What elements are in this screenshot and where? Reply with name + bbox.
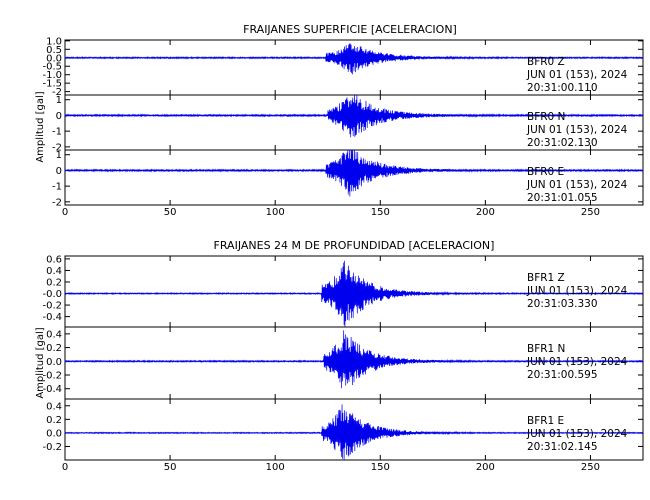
y-tick-label: 1.0 — [46, 36, 62, 47]
y-tick-label: -0.2 — [42, 371, 62, 382]
y-tick-label: 0.6 — [46, 254, 62, 265]
trace-station-label: BFR0 E — [527, 166, 564, 178]
trace-time-label: 20:31:03.330 — [527, 298, 598, 310]
waveform-trace — [64, 94, 644, 138]
x-tick-label: 200 — [476, 207, 495, 218]
y-tick-label: -1 — [52, 182, 62, 193]
x-tick-label: 150 — [371, 207, 390, 218]
y-tick-label: 0.4 — [46, 329, 62, 340]
y-tick-label: -2 — [52, 87, 62, 98]
x-tick-label: 0 — [62, 462, 68, 473]
x-tick-label: 200 — [476, 462, 495, 473]
y-tick-label: 0.2 — [46, 277, 62, 288]
y-tick-label: -0.4 — [42, 312, 62, 323]
trace-station-label: BFR0 Z — [527, 56, 565, 68]
y-tick-label: -0.0 — [42, 289, 62, 300]
x-tick-label: 250 — [581, 207, 600, 218]
y-tick-label: 0.4 — [46, 401, 62, 412]
y-tick-label: 0.5 — [46, 45, 62, 56]
trace-date-label: JUN 01 (153), 2024 — [526, 69, 628, 81]
y-tick-label: -2 — [52, 142, 62, 153]
trace-time-label: 20:31:02.145 — [527, 441, 598, 453]
y-tick-label: -2 — [52, 197, 62, 208]
y-tick-label: -0.4 — [42, 384, 62, 395]
y-tick-label: 0.2 — [46, 415, 62, 426]
y-tick-label: -1.5 — [42, 79, 62, 90]
y-tick-label: 0.0 — [46, 53, 62, 64]
trace-time-label: 20:31:02.130 — [527, 137, 598, 149]
trace-date-label: JUN 01 (153), 2024 — [526, 285, 628, 297]
waveform-trace — [64, 260, 644, 328]
trace-date-label: JUN 01 (153), 2024 — [526, 428, 628, 440]
y-tick-label: 0 — [56, 111, 62, 122]
x-tick-label: 50 — [164, 207, 177, 218]
chart-title-depth: FRAIJANES 24 M DE PROFUNDIDAD [ACELERACI… — [214, 239, 495, 252]
y-tick-label: 0.0 — [46, 357, 62, 368]
y-tick-label: -1.0 — [42, 70, 62, 81]
trace-time-label: 20:31:00.110 — [527, 82, 598, 94]
y-tick-label: 1 — [56, 150, 62, 161]
x-tick-label: 150 — [371, 462, 390, 473]
y-tick-label: 0.4 — [46, 266, 62, 277]
trace-station-label: BFR1 N — [527, 343, 565, 355]
x-tick-label: 100 — [266, 207, 285, 218]
y-tick-label: 0 — [56, 166, 62, 177]
waveform-trace — [64, 149, 644, 197]
y-axis-label-surface: Amplitud [gal] — [35, 91, 46, 162]
panel-frame — [64, 398, 644, 461]
y-tick-label: -0.2 — [42, 301, 62, 312]
chart-title-surface: FRAIJANES SUPERFICIE [ACELERACION] — [243, 23, 457, 36]
y-axis-label-depth: Amplitud [gal] — [35, 327, 46, 398]
panel-frame — [64, 149, 644, 206]
trace-time-label: 20:31:00.595 — [527, 369, 598, 381]
trace-station-label: BFR0 N — [527, 111, 565, 123]
trace-station-label: BFR1 E — [527, 415, 564, 427]
x-tick-label: 0 — [62, 207, 68, 218]
waveform-trace — [64, 330, 644, 389]
x-tick-label: 50 — [164, 462, 177, 473]
y-tick-label: 0.0 — [46, 428, 62, 439]
trace-time-label: 20:31:01.055 — [527, 192, 598, 204]
y-tick-label: -0.2 — [42, 442, 62, 453]
trace-station-label: BFR1 Z — [527, 272, 565, 284]
trace-date-label: JUN 01 (153), 2024 — [526, 356, 628, 368]
waveform-trace — [64, 43, 644, 75]
y-tick-label: -0.5 — [42, 62, 62, 73]
trace-date-label: JUN 01 (153), 2024 — [526, 124, 628, 136]
y-tick-label: 0.2 — [46, 343, 62, 354]
x-tick-label: 250 — [581, 462, 600, 473]
y-tick-label: -1 — [52, 127, 62, 138]
waveform-trace — [64, 404, 644, 461]
x-tick-label: 100 — [266, 462, 285, 473]
y-tick-label: 1 — [56, 95, 62, 106]
trace-date-label: JUN 01 (153), 2024 — [526, 179, 628, 191]
